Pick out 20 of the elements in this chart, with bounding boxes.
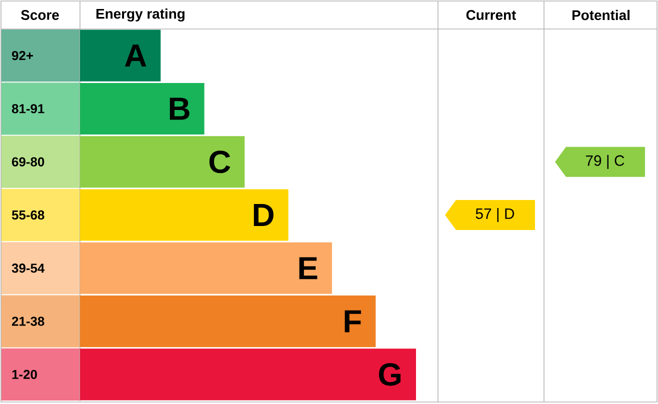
y-tick-label: 92+ [12, 50, 33, 60]
annotation: E [299, 257, 318, 280]
y-tick-label: 81-91 [12, 104, 44, 114]
y-tick-label: 39-54 [12, 264, 45, 273]
y-tick-label: 21-38 [12, 316, 44, 326]
annotation: C [209, 150, 230, 174]
y-tick-label: 69-80 [12, 157, 44, 166]
y-axis-title: Score [21, 10, 59, 20]
x-axis-title: Energy rating [96, 8, 184, 22]
annotation: G [379, 363, 401, 386]
text: Current [466, 10, 516, 20]
annotation: F [344, 310, 361, 332]
text: 57 | D [476, 208, 514, 222]
annotation: A [124, 44, 146, 67]
y-tick-label: 1-20 [12, 370, 37, 380]
text: 79 | C [586, 154, 624, 169]
text: Potential [572, 10, 630, 20]
annotation: B [170, 98, 190, 120]
annotation: D [254, 204, 274, 226]
y-tick-label: 55-68 [12, 210, 44, 220]
